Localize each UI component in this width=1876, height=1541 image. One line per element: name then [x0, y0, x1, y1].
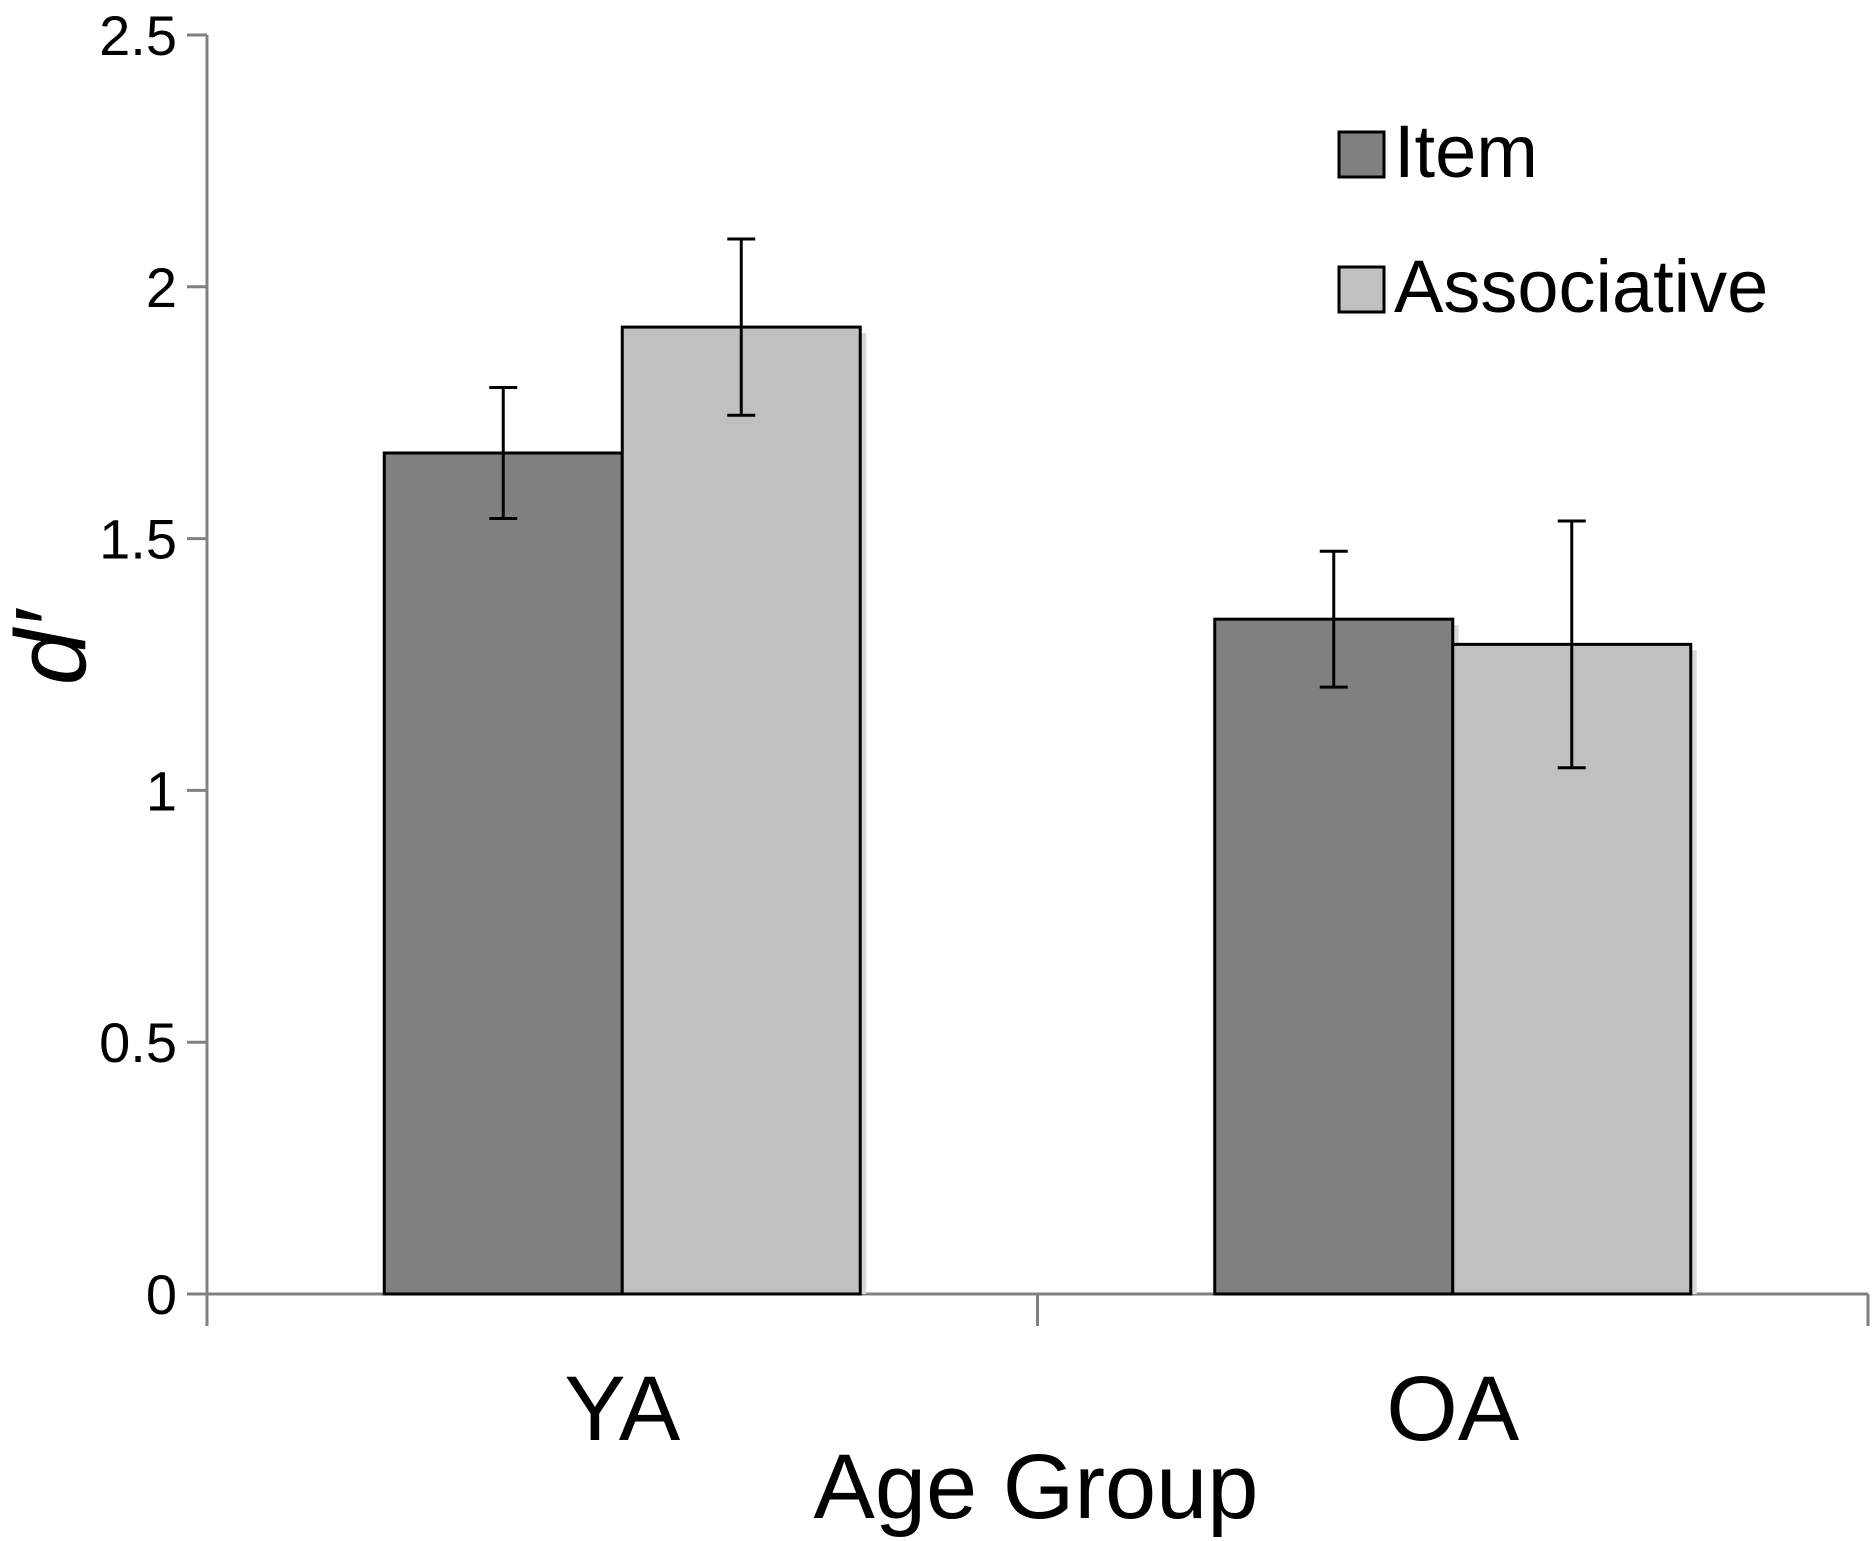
x-axis-title: Age Group [814, 1436, 1259, 1538]
bar-item-oa [1213, 617, 1455, 1296]
y-tick-label: 0.5 [99, 1011, 177, 1074]
y-tick-label: 1.5 [99, 508, 177, 571]
error-bars [489, 237, 1586, 770]
legend-swatch-item [1337, 130, 1386, 179]
x-axis: YA OA [205, 1292, 1870, 1460]
y-tick-label: 2.5 [99, 4, 177, 67]
legend-label-item: Item [1394, 110, 1538, 193]
x-category-label: YA [564, 1358, 681, 1460]
x-category-label: OA [1386, 1358, 1520, 1460]
y-axis: 0 0.5 1 1.5 2 2.5 [99, 4, 209, 1326]
legend-label-associative: Associative [1394, 245, 1768, 328]
y-tick-label: 0 [146, 1263, 177, 1326]
y-tick-label: 2 [146, 256, 177, 319]
legend: Item Associative [1337, 110, 1768, 328]
bar-item-ya [382, 451, 624, 1296]
y-tick-label: 1 [146, 759, 177, 822]
bar-associative-ya [620, 325, 862, 1296]
bars [382, 325, 1697, 1296]
y-axis-title: d′ [0, 608, 107, 686]
legend-swatch-associative [1337, 265, 1386, 314]
